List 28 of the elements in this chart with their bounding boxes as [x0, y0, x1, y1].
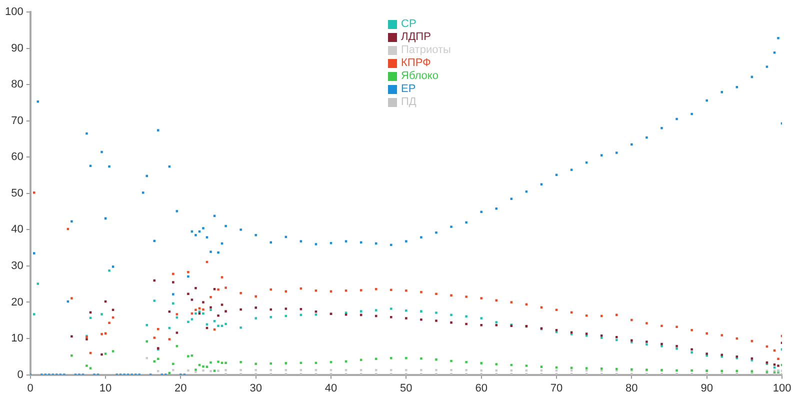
legend-label: ПД — [401, 96, 416, 109]
x-tick-label: 20 — [174, 382, 187, 394]
y-tick-label: 0 — [17, 368, 24, 381]
legend-label: ЕР — [401, 83, 416, 96]
y-tick-label: 40 — [11, 224, 24, 236]
y-tick-label: 80 — [11, 78, 24, 91]
y-tick-label: 30 — [11, 260, 24, 272]
x-tick-label: 50 — [400, 382, 412, 394]
legend-label: ЛДПР — [401, 31, 431, 44]
y-tick-label: 20 — [11, 296, 24, 308]
y-tick-label: 60 — [11, 151, 24, 164]
x-tick-label: 80 — [626, 382, 638, 394]
y-tick-label: 70 — [11, 114, 24, 127]
legend-label: Яблоко — [401, 70, 438, 83]
y-tick-label: 10 — [11, 332, 24, 345]
y-tick-label: 100 — [4, 6, 24, 18]
legend-label: КПРФ — [401, 57, 431, 70]
y-tick-label: 50 — [11, 187, 24, 200]
x-tick-label: 70 — [550, 382, 563, 394]
x-tick-label: 100 — [772, 382, 792, 394]
x-tick-label: 40 — [324, 382, 338, 394]
x-tick-label: 0 — [27, 382, 34, 394]
x-tick-label: 10 — [99, 382, 112, 394]
x-tick-label: 90 — [700, 382, 713, 394]
y-tick-label: 90 — [11, 42, 24, 54]
x-tick-label: 60 — [475, 382, 488, 394]
legend-label: СР — [401, 18, 416, 31]
x-tick-label: 30 — [250, 382, 262, 394]
